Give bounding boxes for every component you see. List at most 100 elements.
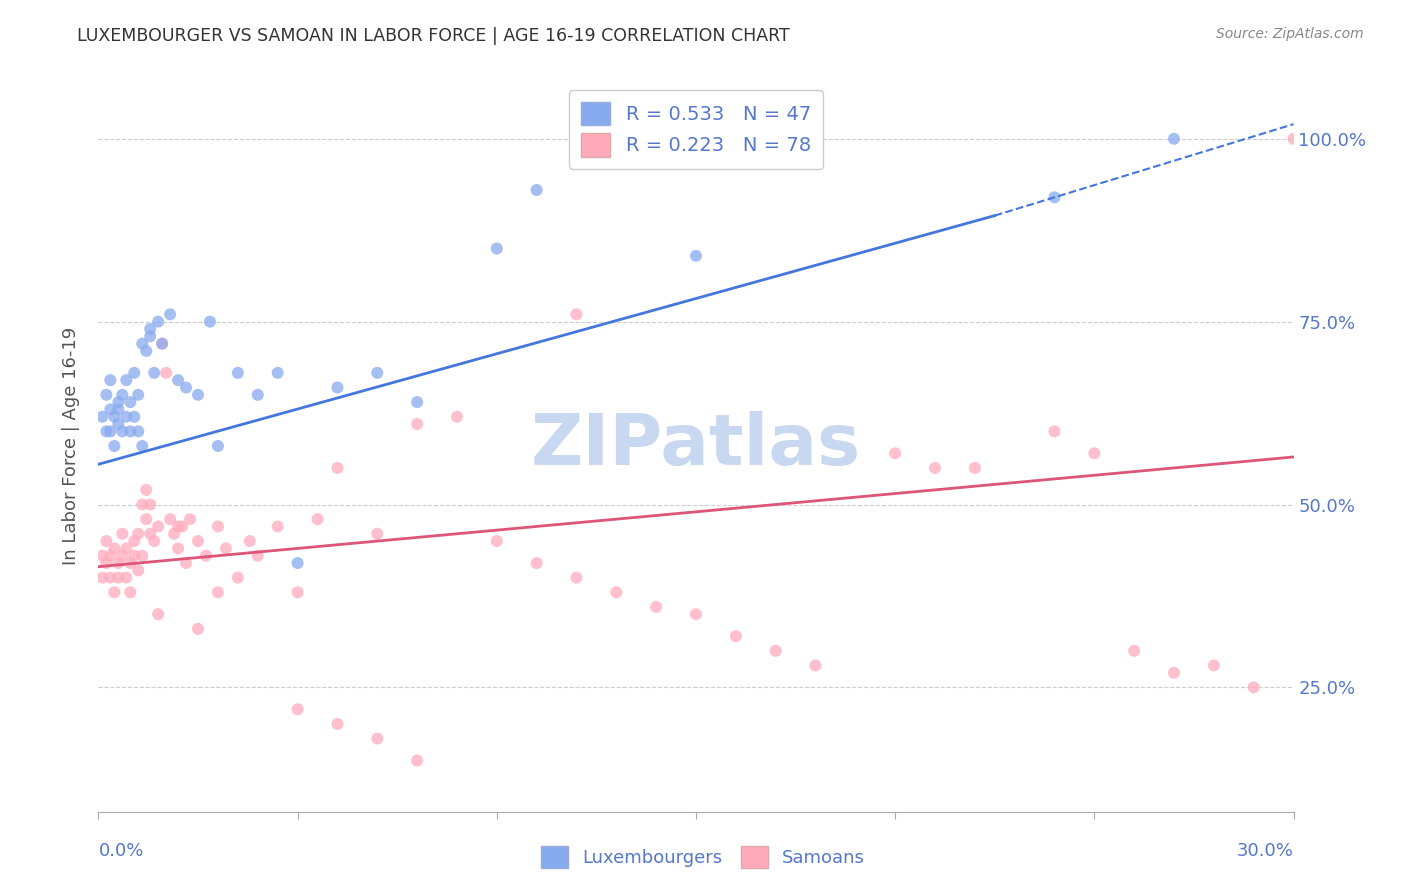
Point [139,329,162,343]
Point [127,563,149,577]
Point [287,556,309,570]
Point [127,388,149,402]
Point [98,571,122,585]
Point [565,307,588,321]
Point [1282,132,1305,146]
Point [1163,132,1185,146]
Point [115,541,138,556]
Point [167,541,190,556]
Point [1243,681,1265,695]
Point [198,315,221,329]
Point [1083,446,1105,460]
Point [91,409,114,424]
Point [124,549,146,563]
Point [724,629,747,643]
Legend: R = 0.533   N = 47, R = 0.223   N = 78: R = 0.533 N = 47, R = 0.223 N = 78 [569,90,823,169]
Legend: Luxembourgers, Samoans: Luxembourgers, Samoans [530,835,876,879]
Point [226,366,249,380]
Point [127,526,149,541]
Point [115,409,138,424]
Point [1163,665,1185,680]
Point [1043,190,1066,204]
Point [215,541,238,556]
Point [924,461,946,475]
Point [239,534,262,549]
Point [139,526,162,541]
Point [685,249,707,263]
Point [115,571,138,585]
Point [207,519,229,533]
Point [120,425,142,439]
Point [174,556,197,570]
Point [526,183,548,197]
Point [98,425,122,439]
Point [124,534,146,549]
Text: 0.0%: 0.0% [98,842,143,860]
Point [131,439,153,453]
Point [645,599,668,614]
Point [111,388,134,402]
Point [131,336,153,351]
Point [120,585,142,599]
Point [150,336,173,351]
Text: Source: ZipAtlas.com: Source: ZipAtlas.com [1216,27,1364,41]
Point [406,417,429,431]
Point [326,717,349,731]
Point [287,702,309,716]
Point [131,549,153,563]
Point [446,409,468,424]
Point [1202,658,1225,673]
Point [179,512,201,526]
Point [111,526,134,541]
Point [187,534,209,549]
Point [135,483,157,497]
Point [111,549,134,563]
Point [605,585,627,599]
Point [148,315,170,329]
Text: ZIPatlas: ZIPatlas [531,411,860,481]
Point [267,519,290,533]
Point [124,366,146,380]
Point [195,549,218,563]
Point [884,446,907,460]
Y-axis label: In Labor Force | Age 16-19: In Labor Force | Age 16-19 [62,326,80,566]
Point [159,512,181,526]
Point [155,366,177,380]
Point [98,373,122,387]
Point [131,498,153,512]
Point [326,461,349,475]
Point [148,607,170,622]
Point [107,402,129,417]
Point [366,526,388,541]
Point [174,380,197,394]
Point [143,534,166,549]
Point [326,380,349,394]
Point [96,425,118,439]
Point [485,534,508,549]
Point [107,395,129,409]
Point [246,388,269,402]
Point [167,373,190,387]
Point [135,343,157,358]
Point [103,541,125,556]
Point [103,439,125,453]
Point [565,571,588,585]
Point [139,498,162,512]
Point [103,409,125,424]
Point [91,571,114,585]
Point [124,409,146,424]
Point [91,549,114,563]
Point [103,585,125,599]
Point [207,585,229,599]
Point [148,519,170,533]
Text: 30.0%: 30.0% [1237,842,1294,860]
Point [96,556,118,570]
Point [187,622,209,636]
Point [107,556,129,570]
Point [120,395,142,409]
Point [287,585,309,599]
Point [159,307,181,321]
Point [96,534,118,549]
Point [406,395,429,409]
Point [115,373,138,387]
